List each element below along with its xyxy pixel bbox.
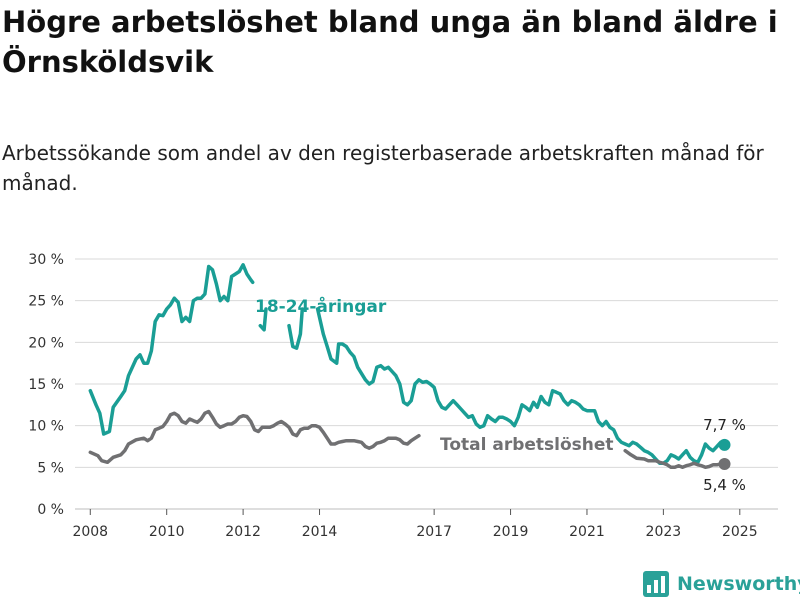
end-value-label-total: 5,4 % [703, 476, 746, 494]
y-tick-label: 10 % [28, 419, 64, 435]
axis-layer: 0 % 5 % 10 % 15 % 20 % 25 % 30 % 2008 2010 2012 20… [28, 252, 757, 540]
end-point-youth [718, 438, 731, 451]
bar-chart-logo-icon [643, 571, 669, 597]
x-tick-label: 2019 [493, 524, 529, 540]
x-tick-label: 2021 [569, 524, 605, 540]
label-layer: 7,7 % 5,4 % 18-24-åringar Total arbetslöshe… [255, 295, 746, 494]
end-point-total [718, 458, 731, 470]
x-tick-label: 2025 [722, 524, 758, 540]
brand-name: Newsworthy [677, 573, 800, 595]
x-tick-label: 2012 [225, 524, 261, 540]
x-tick-label: 2017 [416, 524, 452, 540]
series-layer [88, 263, 731, 470]
y-tick-label: 15 % [28, 377, 64, 393]
newsworthy-brand[interactable]: Newsworthy [643, 566, 800, 602]
x-tick-label: 2008 [72, 524, 108, 540]
chart-subtitle: Arbetssökande som andel av den registerb… [2, 141, 764, 195]
y-tick-label: 25 % [28, 294, 64, 310]
series-line-youth [88, 263, 727, 465]
y-tick-label: 0 % [37, 502, 64, 518]
series-line-total [88, 409, 727, 470]
x-tick-label: 2014 [302, 524, 338, 540]
y-tick-label: 30 % [28, 252, 64, 268]
y-tick-label: 5 % [37, 460, 64, 476]
grid-layer [75, 258, 778, 510]
y-tick-label: 20 % [28, 335, 64, 351]
end-value-label-youth: 7,7 % [703, 416, 746, 434]
chart-title: Högre arbetslöshet bland unga än bland ä… [2, 5, 778, 79]
x-tick-label: 2010 [149, 524, 185, 540]
x-tick-label: 2023 [646, 524, 682, 540]
series-label-total: Total arbetslöshet [440, 435, 614, 455]
series-label-youth: 18-24-åringar [255, 295, 387, 317]
